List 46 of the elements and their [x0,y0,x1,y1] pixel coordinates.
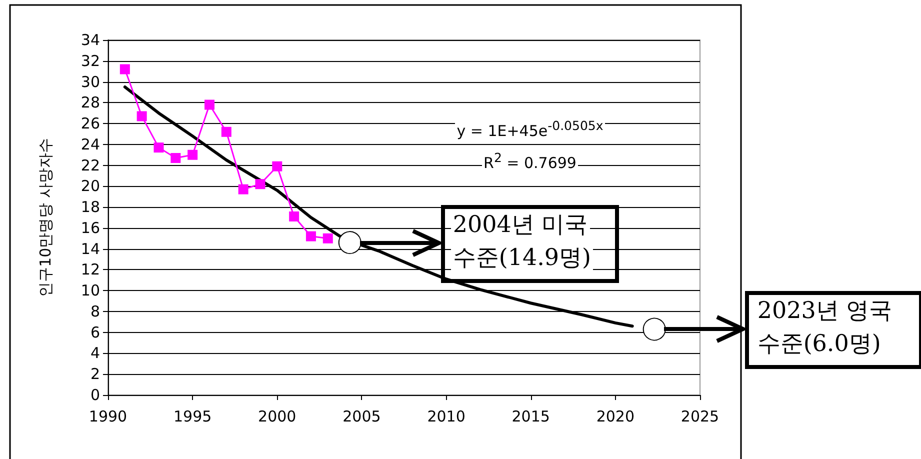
y-tick-label: 18 [80,198,100,216]
annotation: 2004년 미국 수준(14.9명) [452,210,592,273]
annotation: R$^{2}$ = 0.7699 [482,148,578,173]
point [170,152,181,163]
x-tick-label: 2015 [512,408,550,426]
y-axis-title: 인구10만명당 사망자수 [36,138,54,297]
point [238,184,248,194]
y-tick-label: 34 [80,31,100,49]
x-tick-label: 2020 [596,408,635,426]
x-tick-label: 2000 [258,408,296,426]
annotation: y = 1E+45e$^{-0.0505x}$ [454,116,606,141]
point [221,126,232,137]
x-tick-label: 2005 [342,408,381,426]
point [289,211,300,222]
x-tick-label: 1990 [88,408,128,426]
point [204,100,214,110]
point [136,111,147,122]
y-tick-label: 16 [80,218,100,237]
point [120,64,130,74]
x-tick-label: 2025 [680,408,720,426]
point [642,318,666,341]
y-tick-label: 24 [80,135,100,154]
y-tick-label: 32 [80,52,100,70]
y-tick-label: 10 [80,282,100,300]
point [322,233,333,244]
text: 2023년 영국 수준(6.0명) [756,297,894,360]
y-tick-label: 4 [90,344,100,362]
point [188,150,198,160]
x-tick-label: 2010 [427,408,466,426]
y-tick-label: 14 [80,240,100,258]
y-tick-label: 28 [80,94,100,112]
y-tick-label: 6 [90,323,100,342]
y-tick-label: 8 [90,302,100,320]
y-tick-label: 2 [90,365,100,384]
y-tick-label: 20 [80,177,100,196]
point [255,179,266,190]
point [306,231,316,242]
y-tick-label: 30 [80,72,100,91]
y-tick-label: 0 [90,386,100,404]
y-tick-label: 22 [80,156,100,174]
y-tick-label: 26 [80,114,100,133]
y-tick-label: 12 [80,260,100,279]
point [338,231,362,254]
point [154,142,164,153]
point [272,161,282,172]
x-tick-label: 1995 [173,408,212,426]
